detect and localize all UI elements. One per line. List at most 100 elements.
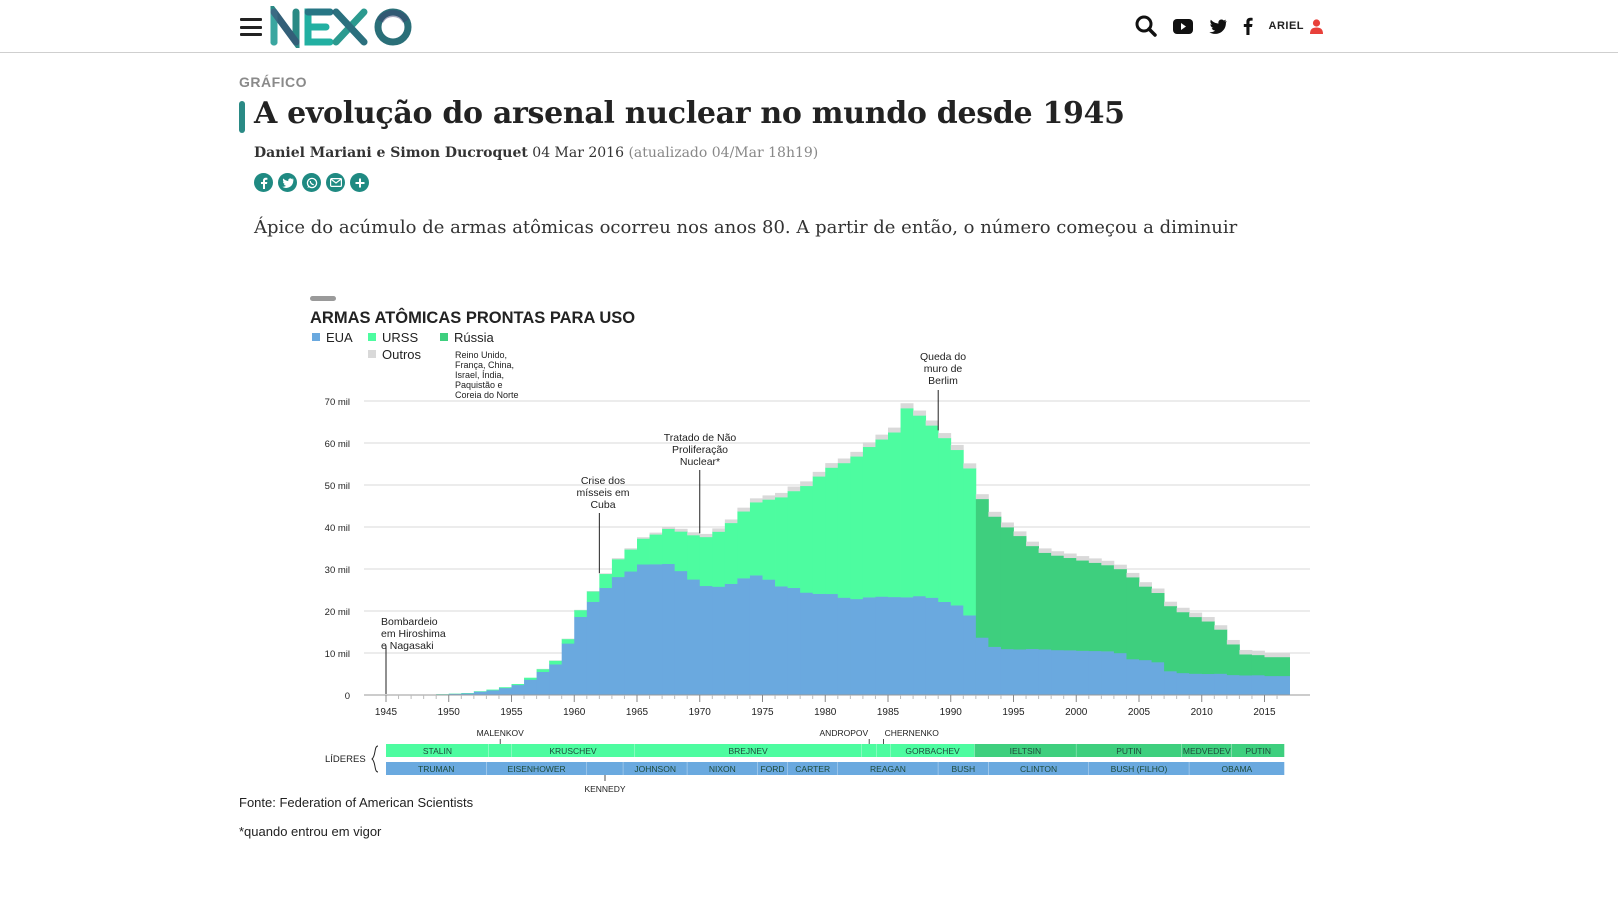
y-tick-label: 20 mil bbox=[325, 607, 350, 618]
area-step-eua bbox=[699, 585, 713, 696]
legend-note-line: Reino Unido, bbox=[455, 350, 507, 360]
annotation-text: Queda do bbox=[920, 351, 966, 363]
x-tick-label: 2000 bbox=[1065, 707, 1088, 718]
area-step-eua bbox=[561, 643, 575, 696]
x-tick-label: 1995 bbox=[1002, 707, 1025, 718]
area-step-eua bbox=[486, 690, 500, 696]
area-step-eua bbox=[888, 596, 901, 696]
twitter-icon[interactable] bbox=[1208, 19, 1227, 34]
area-step-russia bbox=[1076, 560, 1090, 651]
area-step-eua bbox=[1126, 659, 1140, 696]
area-step-outros bbox=[888, 427, 901, 433]
hamburger-menu-icon[interactable] bbox=[240, 18, 262, 36]
leader-soviet-bar bbox=[890, 744, 975, 757]
leader-us-bar bbox=[586, 762, 624, 775]
leader-soviet-label: MALENKOV bbox=[477, 728, 525, 738]
area-step-urss bbox=[561, 638, 575, 644]
area-step-eua bbox=[800, 592, 814, 696]
area-step-urss bbox=[674, 531, 688, 572]
area-step-urss bbox=[473, 691, 487, 692]
area-step-outros bbox=[624, 548, 638, 550]
leader-soviet-label: BREJNEV bbox=[728, 746, 768, 756]
share-twitter-icon[interactable] bbox=[278, 173, 297, 192]
area-step-urss bbox=[787, 490, 801, 589]
source-note: Fonte: Federation of American Scientists bbox=[239, 795, 474, 810]
leader-soviet-bar bbox=[634, 744, 862, 757]
leader-us-label: NIXON bbox=[709, 764, 736, 774]
area-step-eua bbox=[913, 595, 927, 696]
area-step-eua bbox=[1251, 675, 1265, 696]
area-step-urss bbox=[775, 497, 788, 587]
area-step-russia bbox=[1088, 562, 1102, 652]
area-step-urss bbox=[511, 683, 525, 686]
area-step-urss bbox=[662, 528, 676, 565]
area-step-russia bbox=[1063, 557, 1077, 651]
user-menu[interactable]: ARIEL bbox=[1269, 18, 1323, 34]
share-email-icon[interactable] bbox=[326, 173, 345, 192]
y-tick-label: 60 mil bbox=[325, 439, 350, 450]
area-step-urss bbox=[649, 534, 663, 565]
leader-soviet-bar bbox=[1076, 744, 1182, 757]
annotation-text: Cuba bbox=[590, 499, 615, 511]
area-step-urss bbox=[687, 535, 701, 580]
x-tick-label: 2015 bbox=[1253, 707, 1276, 718]
area-step-outros bbox=[674, 528, 688, 532]
area-step-eua bbox=[988, 646, 1002, 696]
area-step-eua bbox=[862, 597, 876, 696]
area-step-russia bbox=[1214, 629, 1228, 674]
area-step-outros bbox=[1026, 541, 1039, 547]
legend-swatch-urss bbox=[368, 333, 376, 341]
leader-us-label: CARTER bbox=[795, 764, 830, 774]
share-plus-icon[interactable] bbox=[350, 173, 369, 192]
chart-title: ARMAS ATÔMICAS PRONTAS PARA USO bbox=[310, 308, 635, 327]
area-step-urss bbox=[812, 476, 826, 594]
x-tick-label: 1980 bbox=[814, 707, 837, 718]
leader-soviet-bar bbox=[386, 744, 489, 757]
share-facebook-icon[interactable] bbox=[254, 173, 273, 192]
area-step-outros bbox=[1051, 551, 1065, 556]
area-step-outros bbox=[1251, 650, 1265, 656]
leader-us-bar bbox=[1189, 762, 1285, 775]
area-step-eua bbox=[524, 679, 537, 696]
area-step-russia bbox=[1038, 552, 1052, 650]
area-step-eua bbox=[687, 579, 701, 696]
leader-soviet-label: CHERNENKO bbox=[885, 728, 940, 738]
legend-label-outros: Outros bbox=[382, 347, 422, 362]
y-tick-label: 50 mil bbox=[325, 481, 350, 492]
x-tick-label: 2010 bbox=[1191, 707, 1214, 718]
logo[interactable] bbox=[270, 1, 430, 53]
area-step-urss bbox=[800, 485, 814, 593]
annotation-text: e Nagasaki bbox=[381, 640, 434, 652]
x-tick-label: 1975 bbox=[751, 707, 774, 718]
x-tick-label: 1985 bbox=[877, 707, 900, 718]
annotation-text: muro de bbox=[924, 363, 963, 375]
youtube-icon[interactable] bbox=[1172, 18, 1193, 34]
area-step-eua bbox=[787, 587, 801, 696]
area-step-eua bbox=[1277, 675, 1290, 696]
area-step-urss bbox=[637, 538, 650, 565]
area-step-eua bbox=[775, 586, 788, 696]
legend-note-line: Israel, Índia, bbox=[455, 370, 504, 380]
area-step-eua bbox=[749, 575, 763, 696]
area-step-eua bbox=[1164, 671, 1178, 696]
leaders-label: LÍDERES bbox=[325, 754, 366, 765]
share-whatsapp-icon[interactable] bbox=[302, 173, 321, 192]
area-step-outros bbox=[737, 507, 751, 512]
area-step-eua bbox=[925, 597, 939, 696]
area-step-eua bbox=[662, 563, 676, 696]
leader-us-bar bbox=[837, 762, 939, 775]
facebook-icon[interactable] bbox=[1243, 17, 1253, 35]
area-step-russia bbox=[1264, 656, 1278, 677]
area-step-eua bbox=[850, 598, 864, 696]
leader-soviet-label: PUTIN bbox=[1245, 746, 1271, 756]
leader-us-label: BUSH (FILHO) bbox=[1111, 764, 1168, 774]
search-icon[interactable] bbox=[1135, 15, 1157, 37]
area-step-eua bbox=[1264, 675, 1278, 696]
updated-date: (atualizado 04/Mar 18h19) bbox=[628, 145, 819, 161]
leader-us-label: CLINTON bbox=[1020, 764, 1057, 774]
area-step-outros bbox=[975, 494, 989, 500]
area-step-russia bbox=[1164, 605, 1178, 672]
area-step-urss bbox=[875, 439, 889, 597]
area-step-russia bbox=[1000, 527, 1014, 650]
